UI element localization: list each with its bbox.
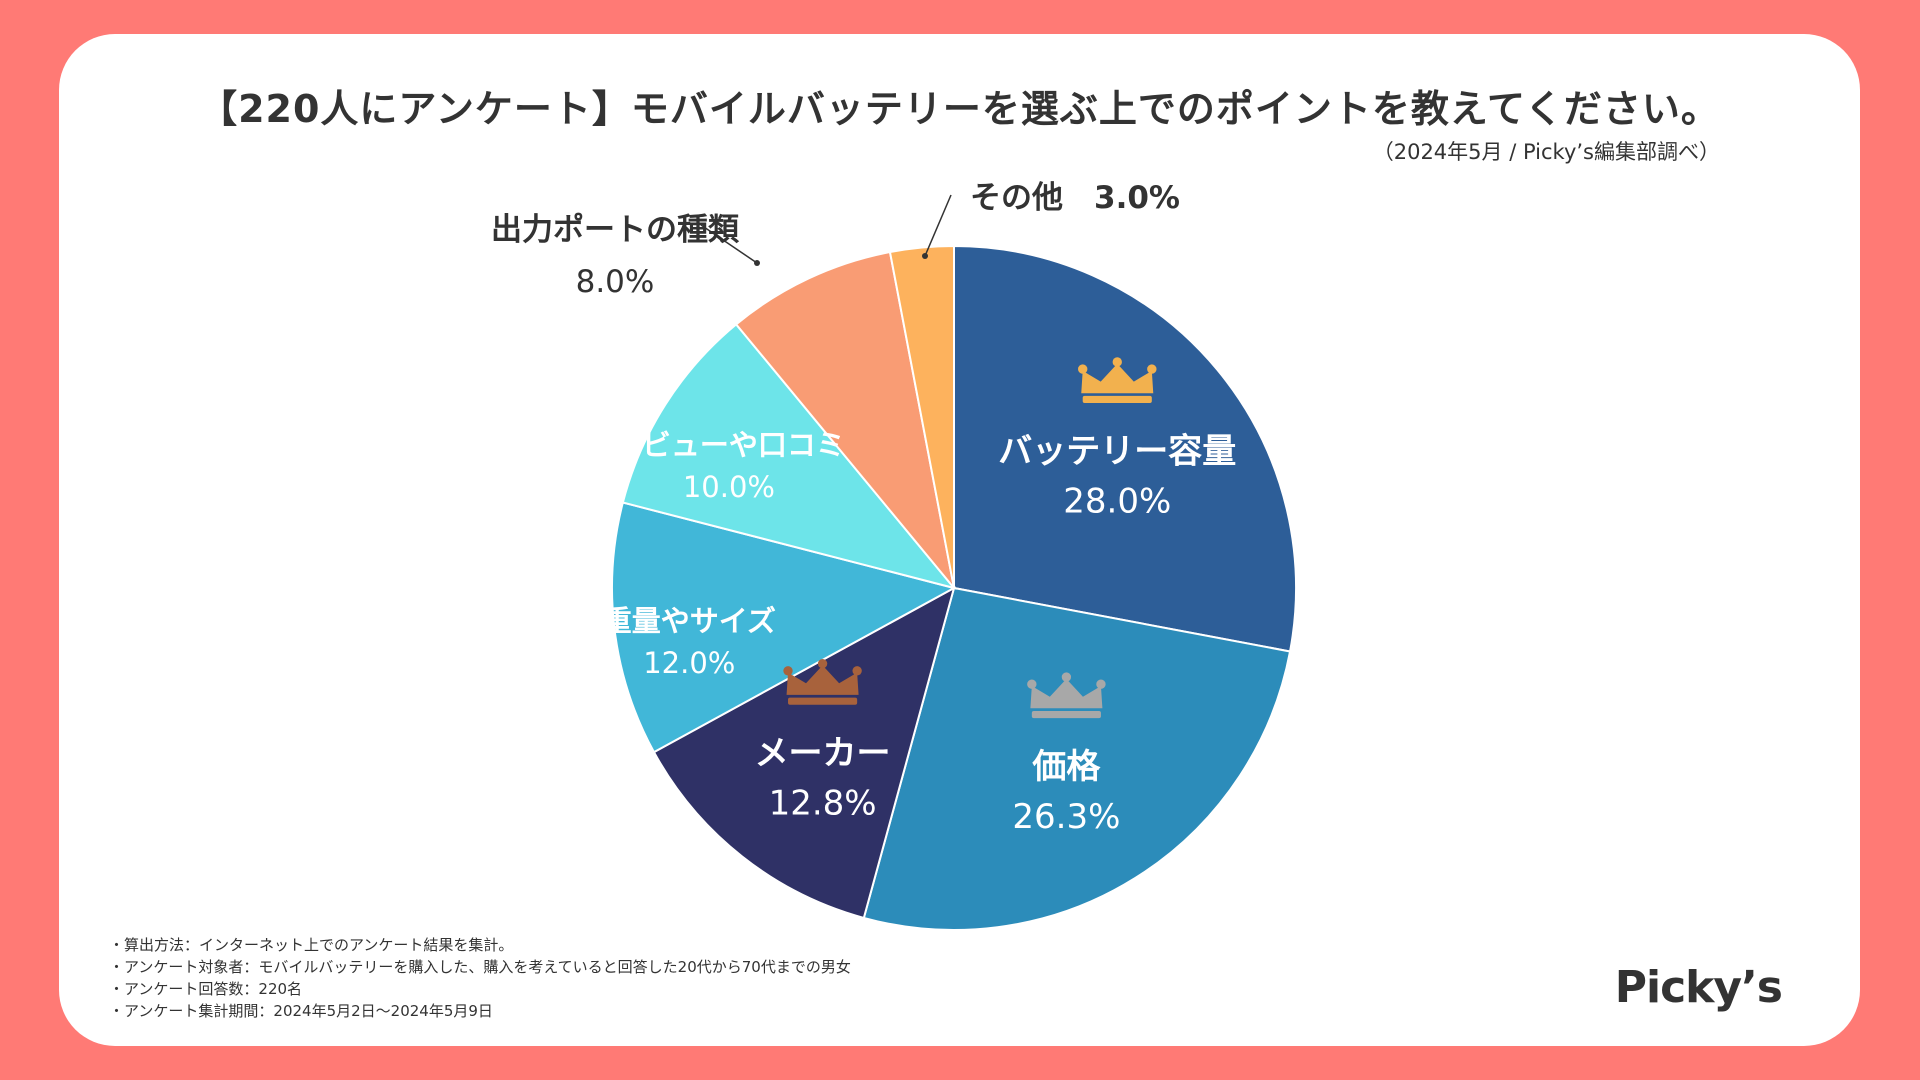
chart-title: 【220人にアンケート】モバイルバッテリーを選ぶ上でのポイントを教えてください。: [199, 87, 1720, 131]
slice-value-5: 8.0%: [576, 264, 655, 300]
note-period: ・アンケート集計期間：2024年5月2日〜2024年5月9日: [109, 1002, 493, 1020]
slice-value-3: 12.0%: [643, 646, 735, 680]
note-method: ・算出方法：インターネット上でのアンケート結果を集計。: [109, 936, 514, 954]
slice-label-2: メーカー: [755, 733, 891, 773]
survey-notes: ・算出方法：インターネット上でのアンケート結果を集計。 ・アンケート対象者：モバ…: [109, 934, 851, 1022]
slice-value-4: 10.0%: [683, 470, 775, 504]
leader-line-6: [924, 194, 952, 257]
leader-dot-5: [754, 260, 760, 266]
pie-slice-5: [734, 250, 955, 589]
slice-label-1: 価格: [1031, 747, 1101, 787]
slice-label-4: レビューや口コミ: [613, 428, 845, 462]
pie-slice-1: [862, 586, 1292, 931]
crown-icon-1: [1027, 672, 1106, 719]
crown-icon-0: [1078, 357, 1157, 404]
slice-value-1: 26.3%: [1012, 797, 1120, 837]
pie-slice-0: [953, 244, 1297, 653]
leader-dot-6: [922, 253, 928, 259]
pie-slice-3: [611, 501, 957, 754]
note-target: ・アンケート対象者：モバイルバッテリーを購入した、購入を考えていると回答した20…: [109, 958, 851, 976]
slice-label-5: 出力ポートの種類: [491, 212, 740, 248]
crown-icon-2: [783, 658, 862, 705]
pie-slice-6: [888, 244, 955, 589]
slice-value-0: 28.0%: [1063, 482, 1171, 522]
note-count: ・アンケート回答数：220名: [109, 980, 303, 998]
slice-label-6: その他 3.0%: [970, 180, 1180, 216]
slice-value-2: 12.8%: [769, 783, 877, 823]
chart-source: （2024年5月 / Picky’s編集部調べ）: [1372, 140, 1720, 164]
slice-label-3: 重量やサイズ: [603, 604, 776, 638]
slice-label-0: バッテリー容量: [998, 432, 1236, 472]
pie-slice-4: [621, 322, 957, 590]
pickys-logo: Picky’s: [1614, 962, 1783, 1013]
leader-line-5: [700, 224, 758, 264]
pie-slice-2: [652, 585, 956, 920]
